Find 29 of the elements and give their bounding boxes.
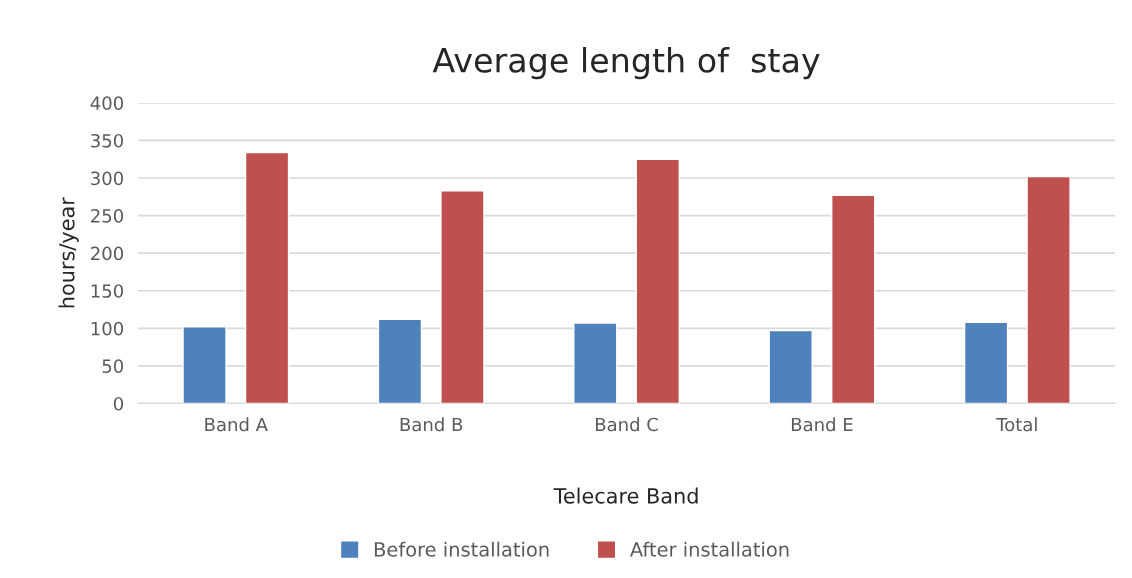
chart-title: Average length of stay (432, 47, 820, 80)
x-tick-label: Band B (400, 417, 463, 432)
bar (635, 158, 681, 404)
y-tick-label: 0 (113, 396, 124, 411)
legend-label: After installation (630, 541, 789, 557)
bar (244, 151, 290, 404)
x-axis-title: Telecare Band (553, 487, 698, 504)
y-tick-label: 200 (91, 246, 124, 261)
x-tick-label: Band E (791, 417, 853, 432)
y-tick-label: 150 (91, 284, 124, 298)
y-tick-label: 50 (102, 359, 124, 373)
y-tick-label: 300 (91, 171, 124, 186)
y-tick-label: 400 (90, 96, 124, 110)
x-tick-label: Total (996, 417, 1037, 432)
bar (182, 326, 227, 404)
bar (573, 322, 618, 404)
legend-label: Before installation (374, 541, 549, 557)
bar (831, 194, 876, 404)
bar (768, 329, 813, 404)
x-tick-label: Band C (595, 417, 658, 432)
y-axis-title: hours/year (58, 197, 79, 308)
y-tick-label: 350 (91, 133, 124, 148)
bar (440, 190, 485, 404)
y-tick-label: 100 (91, 321, 124, 336)
bar (1026, 175, 1071, 404)
x-tick-label: Band A (205, 417, 268, 432)
bar (963, 321, 1009, 404)
bar (377, 318, 423, 404)
y-tick-label: 250 (91, 209, 124, 223)
